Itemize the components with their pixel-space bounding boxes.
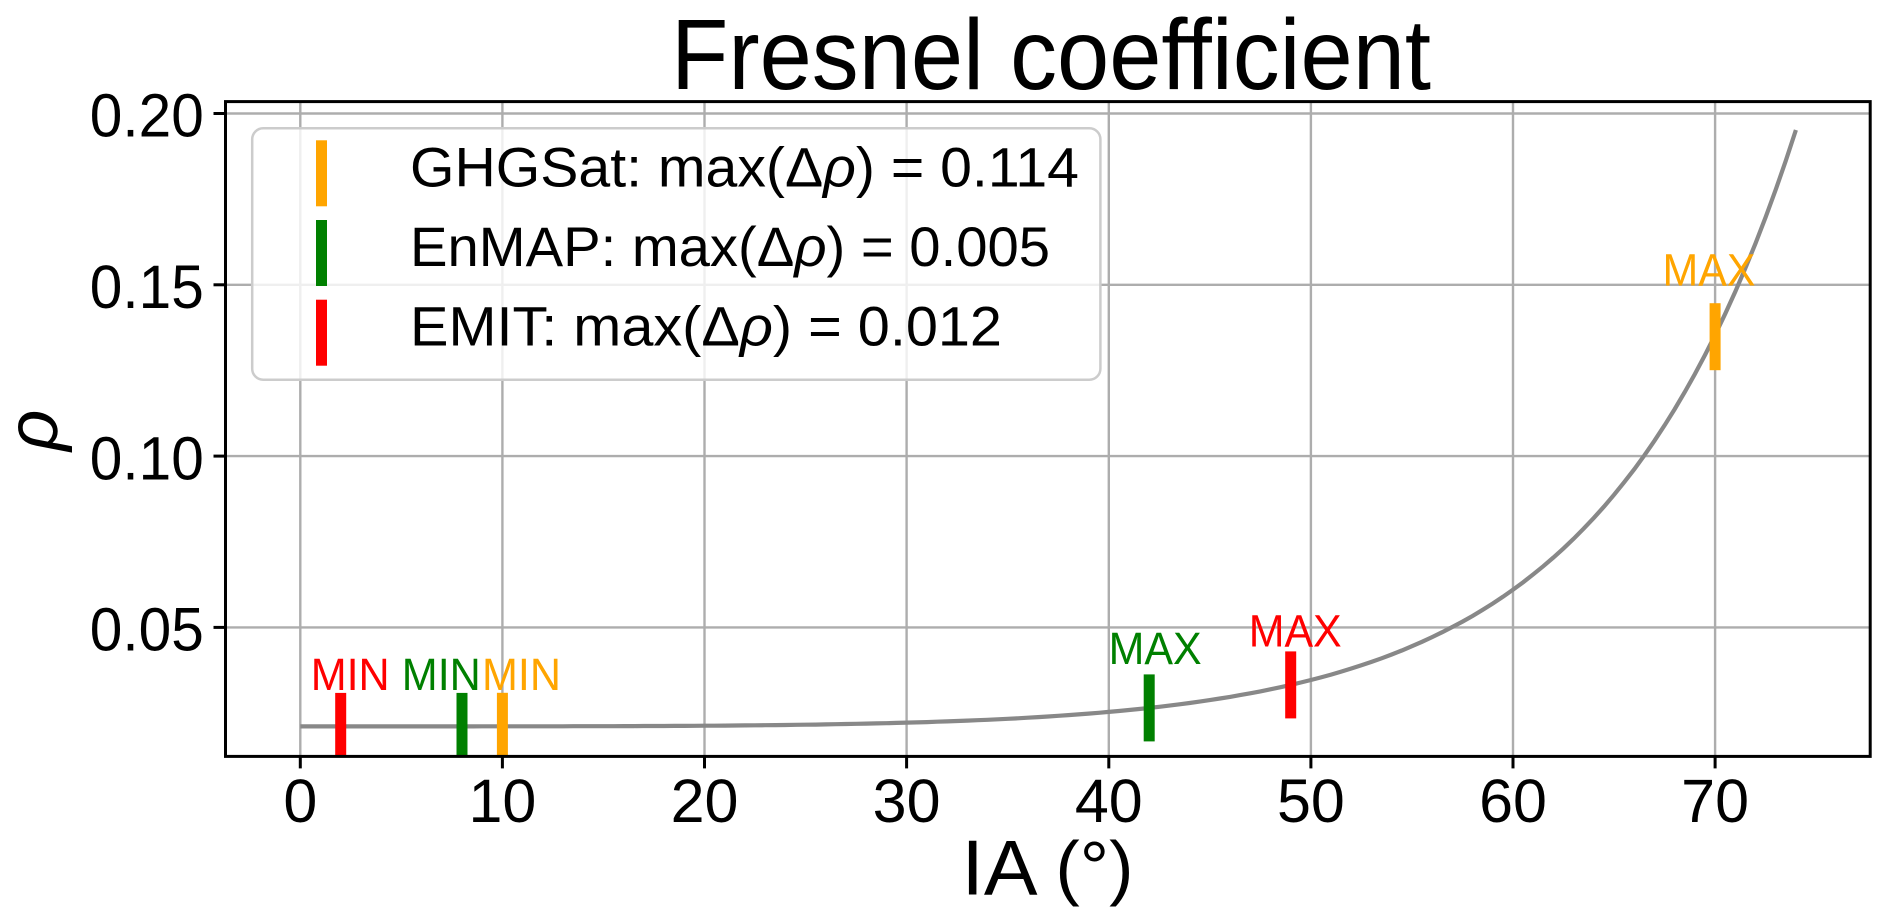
svg-text:0.05: 0.05 bbox=[90, 596, 204, 664]
svg-text:MIN: MIN bbox=[402, 649, 481, 700]
svg-text:0.10: 0.10 bbox=[90, 424, 204, 492]
svg-text:50: 50 bbox=[1277, 767, 1345, 835]
svg-text:30: 30 bbox=[873, 767, 941, 835]
svg-text:MAX: MAX bbox=[1249, 605, 1342, 656]
svg-text:MIN: MIN bbox=[311, 649, 390, 700]
svg-text:MAX: MAX bbox=[1663, 245, 1756, 296]
svg-text:EnMAP: max(Δρ) = 0.005: EnMAP: max(Δρ) = 0.005 bbox=[410, 215, 1050, 278]
svg-text:MAX: MAX bbox=[1109, 623, 1202, 674]
svg-text:EMIT: max(Δρ) = 0.012: EMIT: max(Δ ρ) = 0.012 bbox=[410, 295, 1002, 358]
svg-text:Fresnel coefficient: Fresnel coefficient bbox=[671, 0, 1431, 111]
svg-text:0: 0 bbox=[283, 767, 317, 835]
svg-text:0.20: 0.20 bbox=[90, 82, 204, 150]
svg-text:10: 10 bbox=[468, 767, 536, 835]
svg-text:IA (°): IA (°) bbox=[962, 824, 1134, 912]
svg-text:GHGSat: max(Δρ) = 0.114: GHGSat: max(Δ ρ) = 0.114 bbox=[410, 136, 1079, 199]
svg-text:60: 60 bbox=[1479, 767, 1547, 835]
svg-text:70: 70 bbox=[1681, 767, 1749, 835]
svg-text:40: 40 bbox=[1075, 767, 1143, 835]
svg-text:0.15: 0.15 bbox=[90, 253, 204, 321]
svg-text:20: 20 bbox=[671, 767, 739, 835]
svg-text:MIN: MIN bbox=[482, 649, 561, 700]
svg-text:ρ: ρ bbox=[0, 410, 73, 453]
